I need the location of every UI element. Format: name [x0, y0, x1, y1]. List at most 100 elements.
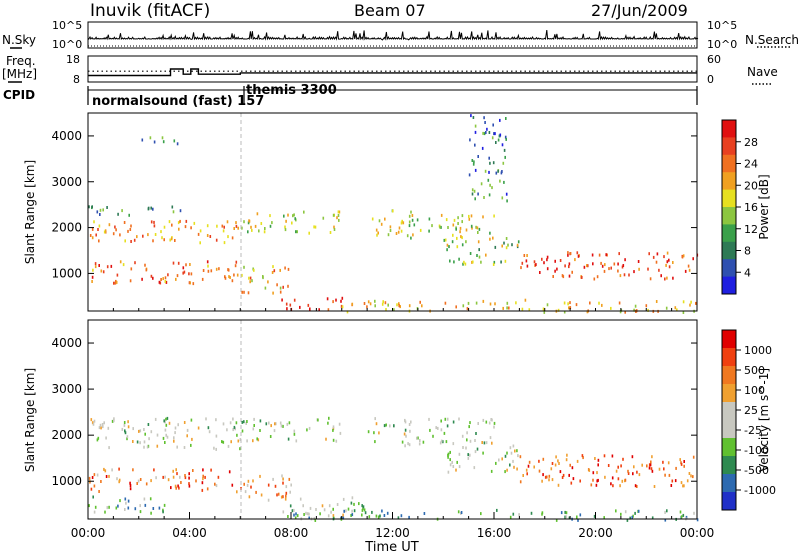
cell-vel-cells-0-90 [239, 447, 241, 451]
cell-vel-cells-1-18 [108, 474, 110, 478]
cell-power-cells-11-2 [474, 197, 476, 201]
cell-power-cells-0-10 [129, 228, 132, 231]
vel-cbar-tick-label-0: 1000 [744, 344, 772, 357]
cell-vel-cells-9-18 [377, 515, 380, 519]
cell-vel-cells-1-62 [96, 473, 99, 477]
cell-vel-cells-0-49 [101, 423, 104, 426]
cell-vel-cells-8-35 [525, 468, 528, 472]
cell-power-cells-1-43 [94, 265, 97, 269]
cell-power-cells-5-8 [335, 298, 337, 302]
cell-vel-cells-7-28 [473, 466, 476, 470]
cell-vel-cells-0-12 [177, 423, 179, 427]
cell-power-cells-8-9 [526, 254, 528, 257]
cell-vel-cells-1-15 [91, 476, 94, 479]
velocity-panel: 1000 2000 3000 4000 00:00 04:00 08:00 12:00 16:… [23, 308, 714, 554]
cell-power-cells-2-7 [171, 205, 174, 209]
cell-power-cells-3-26 [254, 224, 257, 228]
cell-power-cells-9-10 [399, 305, 401, 309]
cell-vel-cells-0-78 [143, 428, 145, 431]
cell-vel-cells-5-33 [323, 508, 326, 512]
cell-power-cells-11-29 [474, 168, 477, 172]
cell-power-cells-7-11 [446, 243, 449, 247]
cell-power-cells-8-57 [681, 255, 684, 259]
cell-power-cells-9-20 [408, 304, 411, 308]
cell-power-cells-8-65 [668, 258, 670, 262]
cell-vel-cells-5-11 [321, 504, 324, 508]
cell-power-cells-9-72 [543, 310, 546, 314]
cell-power-cells-9-71 [444, 301, 447, 305]
power-cbar-swatch-8 [722, 259, 736, 278]
cell-power-cells-1-54 [227, 268, 229, 272]
velocity-ytick-label-2: 3000 [51, 382, 82, 396]
cell-vel-cells-3-25 [327, 421, 329, 425]
cell-power-cells-8-32 [539, 271, 541, 274]
cell-power-cells-11-40 [488, 193, 491, 197]
cell-power-cells-7-36 [464, 262, 467, 266]
cell-vel-cells-9-24 [576, 515, 578, 519]
cell-power-cells-11-24 [494, 132, 496, 136]
cell-vel-cells-4-15 [276, 493, 278, 497]
cell-vel-cells-1-19 [153, 468, 155, 472]
cell-power-cells-0-38 [91, 236, 94, 240]
cell-power-cells-9-75 [682, 300, 685, 304]
cell-power-cells-11-11 [492, 123, 494, 127]
cell-power-cells-11-45 [501, 196, 504, 200]
cell-power-cells-0-59 [103, 230, 106, 234]
cell-vel-cells-9-59 [423, 512, 426, 515]
cell-power-cells-8-17 [564, 264, 566, 268]
cell-vel-cells-8-4 [572, 477, 575, 481]
nsky-panel: 10^5 10^0 10^5 10^0 [52, 19, 737, 51]
cell-vel-cells-5-6 [362, 505, 365, 509]
cell-vel-cells-4-0 [252, 479, 254, 483]
cell-power-cells-8-86 [562, 275, 565, 279]
nsky-series [87, 30, 699, 47]
cell-power-cells-11-30 [505, 192, 508, 196]
cell-power-cells-8-67 [600, 261, 602, 265]
cell-power-cells-1-46 [102, 270, 105, 274]
cell-vel-cells-3-6 [332, 427, 335, 431]
cell-power-cells-9-24 [610, 306, 612, 310]
cell-power-cells-0-23 [108, 223, 111, 227]
velocity-y-axis: 1000 2000 3000 4000 [51, 336, 697, 488]
cell-vel-cells-6-31 [428, 417, 430, 421]
cell-vel-cells-6-55 [393, 424, 395, 428]
cell-power-cells-0-21 [235, 221, 237, 225]
cell-power-cells-8-56 [568, 262, 571, 266]
cell-vel-cells-8-49 [641, 463, 643, 467]
cell-power-cells-3-14 [296, 230, 298, 234]
cell-vel-cells-3-39 [257, 438, 260, 442]
cell-vel-cells-2-14 [117, 504, 119, 508]
cell-vel-cells-1-7 [170, 486, 172, 490]
cell-vel-cells-1-6 [129, 484, 132, 487]
cell-power-cells-9-64 [676, 308, 678, 312]
cell-vel-cells-6-1 [432, 434, 434, 438]
cell-power-cells-0-28 [235, 224, 238, 228]
cell-vel-cells-9-3 [564, 510, 566, 514]
cell-vel-cells-9-74 [579, 513, 582, 517]
cell-power-cells-11-19 [498, 134, 501, 138]
power-cbar-swatch-4 [722, 189, 736, 208]
cell-power-cells-1-13 [228, 275, 230, 279]
cell-power-cells-0-56 [190, 226, 192, 230]
cell-vel-cells-1-63 [184, 474, 186, 477]
cell-vel-cells-9-53 [408, 515, 410, 519]
cell-vel-cells-1-38 [214, 482, 216, 486]
cell-vel-cells-2-8 [149, 497, 152, 501]
cell-vel-cells-9-4 [375, 514, 378, 518]
cell-power-cells-6-10 [460, 235, 462, 239]
cell-vel-cells-7-31 [498, 458, 500, 462]
cell-power-cells-4-9 [251, 279, 253, 283]
cell-vel-cells-9-66 [457, 510, 460, 514]
cell-vel-cells-8-95 [519, 480, 522, 484]
cell-power-cells-2-12 [99, 213, 101, 216]
cell-vel-cells-6-53 [383, 424, 386, 428]
cell-vel-cells-1-56 [98, 490, 100, 493]
cell-vel-cells-1-33 [175, 468, 177, 472]
cell-power-cells-8-1 [660, 274, 662, 278]
cell-power-cells-0-50 [114, 225, 116, 229]
cell-power-cells-0-46 [93, 220, 95, 224]
cell-vel-cells-4-23 [259, 474, 261, 478]
cell-vel-cells-3-40 [246, 420, 248, 423]
cell-vel-cells-7-6 [510, 451, 513, 455]
cell-power-cells-8-44 [581, 275, 583, 279]
